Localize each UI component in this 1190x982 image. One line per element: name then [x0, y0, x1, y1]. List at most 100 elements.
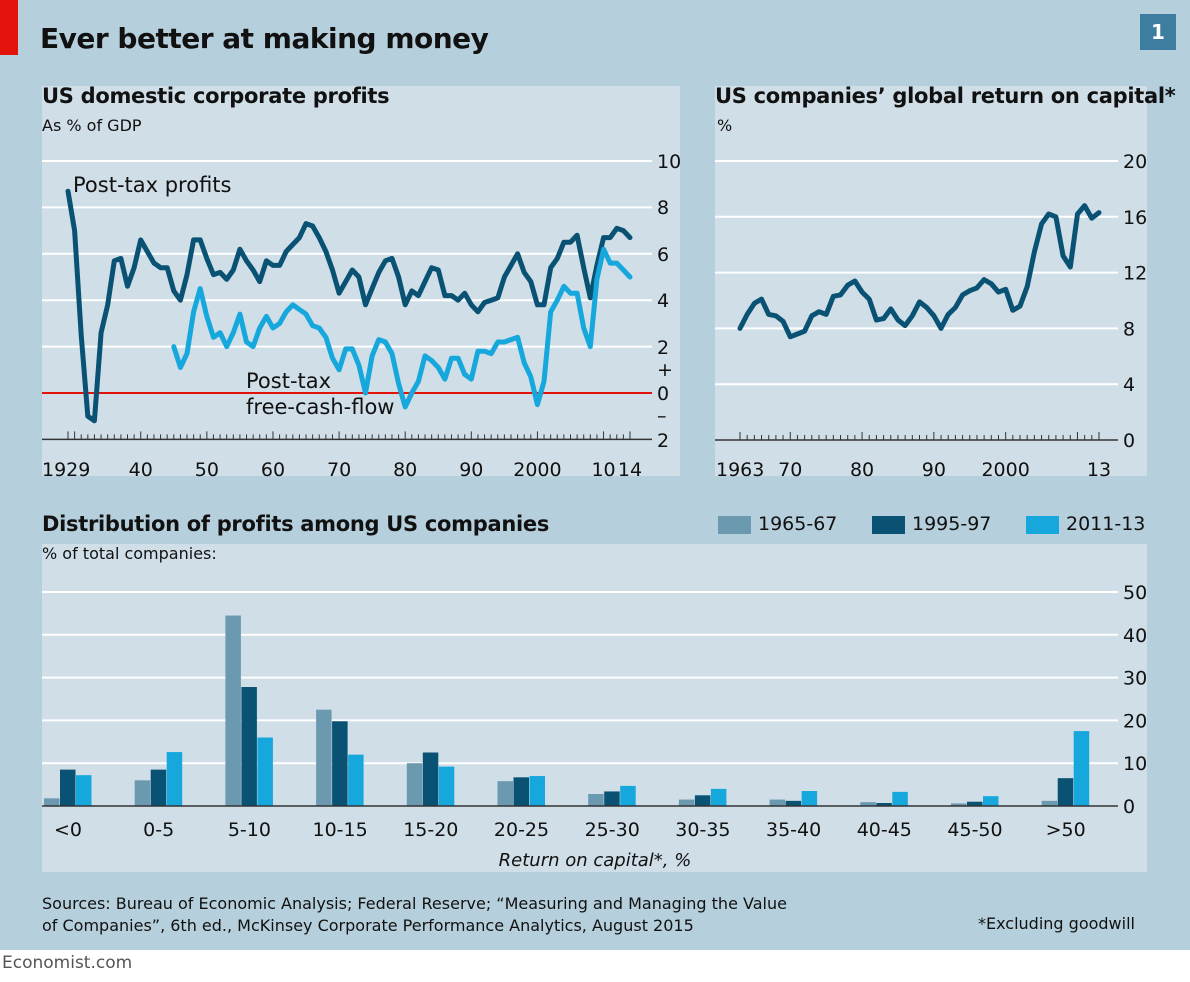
bar-2011-13-35-40	[801, 791, 818, 806]
bar-1965-67-5-10	[225, 615, 241, 806]
x-tick-label: 1929	[42, 459, 90, 481]
legend-swatch	[872, 516, 905, 534]
x-category-label: 35-40	[766, 819, 821, 841]
bar-2011-13->50	[1073, 731, 1090, 806]
legend-swatch	[1026, 516, 1059, 534]
y-tick-label: 10	[1123, 753, 1147, 775]
x-category-label: <0	[54, 819, 82, 841]
x-tick-label: 2000	[981, 459, 1029, 481]
roc-title: US companies’ global return on capital*	[715, 84, 1176, 108]
x-tick-label: 80	[850, 459, 874, 481]
bar-1995-97-25-30	[604, 791, 620, 806]
y-tick-label: 2	[657, 337, 669, 359]
y-tick-label: 4	[657, 290, 669, 312]
y-tick-label: 20	[1123, 151, 1147, 173]
bar-1995-97-<0	[60, 769, 76, 806]
x-tick-label: 14	[618, 459, 642, 481]
y-tick-label: 6	[657, 244, 669, 266]
roc-subtitle: %	[717, 116, 733, 135]
y-tick-label: 8	[657, 197, 669, 219]
roc-chart: 20 16 12 8 4 0 1963 70 80 90 2000 13	[715, 151, 1147, 481]
bar-1965-67-35-40	[769, 799, 786, 806]
x-tick-label: 80	[393, 459, 417, 481]
annotation-free-cash-flow: free-cash-flow	[246, 395, 394, 419]
bar-2011-13-15-20	[438, 766, 455, 806]
y-tick-label: +	[657, 359, 673, 381]
chart-frame: Ever better at making money 1 US domesti…	[0, 0, 1190, 950]
x-axis-title: Return on capital*, %	[499, 850, 692, 871]
x-category-label: 45-50	[947, 819, 1002, 841]
legend-label: 1965-67	[758, 513, 838, 535]
chart-number-badge: 1	[1140, 14, 1176, 50]
legend-label: 2011-13	[1066, 513, 1146, 535]
profits-subtitle: As % of GDP	[42, 116, 142, 135]
bar-2011-13-<0	[76, 775, 92, 806]
distribution-chart: <0 0-5 5-10 10-15 15-20 20-25 25-30 30-35 35-40 4…	[42, 582, 1147, 871]
chart-title: Ever better at making money	[40, 22, 489, 55]
bar-2011-13-0-5	[166, 752, 183, 806]
x-category-label: 20-25	[494, 819, 549, 841]
bar-2011-13-30-35	[710, 788, 727, 806]
return-on-capital-line	[737, 203, 1102, 340]
distribution-subtitle: % of total companies:	[42, 544, 217, 563]
bar-2011-13-10-15	[348, 754, 364, 806]
bar-1995-97->50	[1057, 778, 1074, 806]
y-tick-label: –	[657, 405, 667, 427]
bar-1995-97-30-35	[694, 795, 711, 806]
y-tick-label: 30	[1123, 668, 1147, 690]
x-tick-label: 60	[261, 459, 285, 481]
bar-1965-67-20-25	[497, 781, 513, 806]
bar-1965-67-25-30	[588, 794, 604, 806]
legend-swatch	[718, 516, 751, 534]
post-tax-profits-line	[65, 188, 633, 424]
bar-2011-13-40-45	[892, 791, 908, 806]
x-category-label: 25-30	[585, 819, 640, 841]
bar-1965-67->50	[1041, 800, 1058, 806]
free-cash-flow-line	[171, 246, 633, 410]
x-tick-label: 50	[195, 459, 219, 481]
economist-brand: Economist.com	[2, 953, 133, 973]
bar-1995-97-40-45	[876, 803, 892, 806]
bar-2011-13-25-30	[620, 785, 636, 806]
annotation-post-tax: Post-tax	[246, 369, 331, 393]
y-tick-label: 10	[657, 151, 681, 173]
x-tick-label: 70	[327, 459, 351, 481]
bar-1995-97-10-15	[332, 721, 348, 806]
y-tick-label: 4	[1123, 374, 1135, 396]
bar-2011-13-20-25	[529, 776, 545, 806]
x-category-label: 30-35	[675, 819, 730, 841]
bar-1965-67-10-15	[316, 709, 332, 806]
y-tick-label: 40	[1123, 625, 1147, 647]
profits-title: US domestic corporate profits	[42, 84, 390, 108]
y-tick-label: 2	[657, 430, 669, 452]
bar-1965-67-15-20	[406, 763, 423, 806]
x-tick-label: 90	[459, 459, 483, 481]
x-category-label: 40-45	[857, 819, 912, 841]
distribution-title: Distribution of profits among US compani…	[42, 512, 550, 536]
bar-1995-97-5-10	[241, 687, 257, 806]
bar-1995-97-15-20	[422, 752, 439, 806]
brand-red-bar	[0, 0, 18, 55]
y-tick-label: 50	[1123, 582, 1147, 604]
bar-2011-13-5-10	[257, 737, 273, 806]
x-category-label: >50	[1046, 819, 1086, 841]
x-category-label: 10-15	[312, 819, 367, 841]
bar-1965-67-0-5	[134, 780, 151, 806]
legend-label: 1995-97	[912, 513, 992, 535]
x-category-label: 15-20	[403, 819, 458, 841]
footnote: *Excluding goodwill	[978, 914, 1135, 933]
bar-1995-97-0-5	[150, 769, 167, 806]
x-tick-label: 2000	[513, 459, 561, 481]
bar-2011-13-45-50	[983, 796, 999, 806]
bar-1965-67-30-35	[678, 799, 695, 806]
x-tick-label: 1963	[716, 459, 764, 481]
y-tick-label: 12	[1123, 263, 1147, 285]
x-tick-label: 10	[591, 459, 615, 481]
y-tick-label: 0	[1123, 796, 1135, 818]
annotation-post-tax-profits: Post-tax profits	[73, 173, 231, 197]
roc-panel	[715, 86, 1147, 476]
bar-1995-97-45-50	[967, 801, 983, 806]
bar-1965-67-<0	[44, 798, 60, 806]
y-tick-label: 16	[1123, 207, 1147, 229]
